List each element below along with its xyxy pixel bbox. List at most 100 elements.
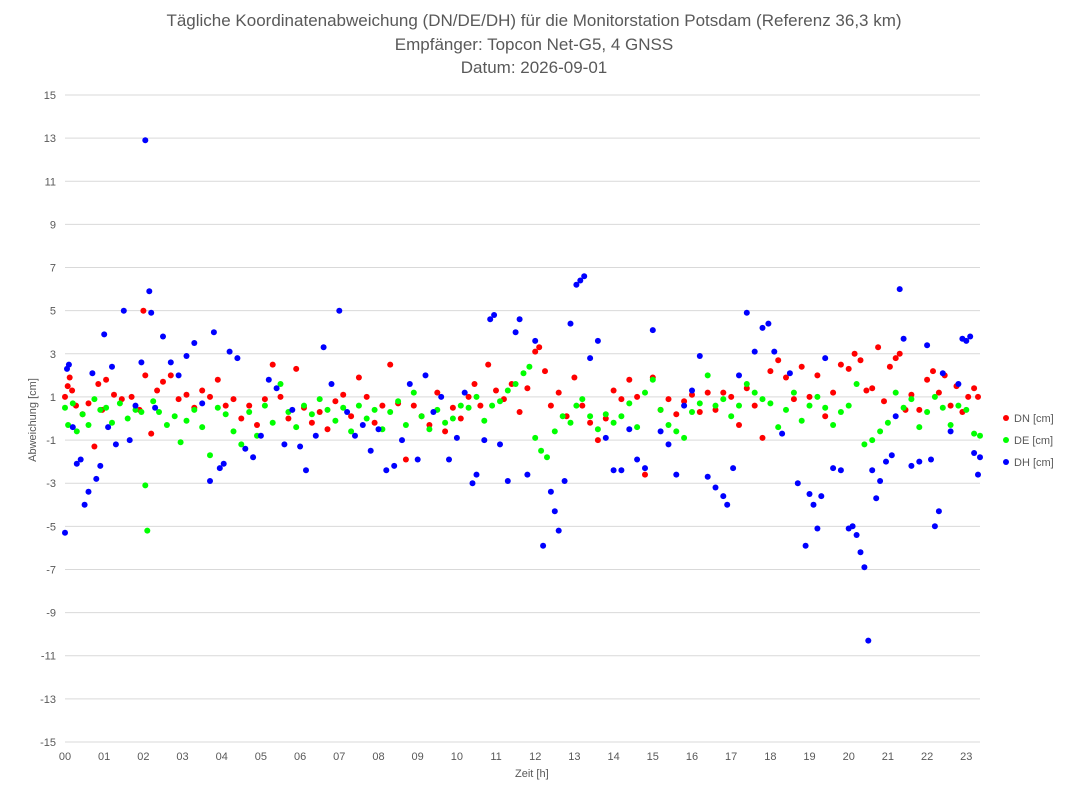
point-de — [759, 396, 766, 403]
point-dn — [222, 402, 229, 409]
point-de — [634, 424, 641, 431]
point-dn — [845, 365, 852, 372]
point-dn — [610, 387, 617, 394]
point-dn — [175, 396, 182, 403]
point-dh — [453, 434, 460, 441]
point-dn — [167, 372, 174, 379]
point-dh — [97, 462, 104, 469]
point-dh — [892, 413, 899, 420]
point-de — [657, 406, 664, 413]
point-dn — [95, 381, 102, 387]
point-de — [473, 393, 480, 400]
point-dh — [947, 428, 954, 435]
point-de — [395, 398, 402, 405]
point-dh — [724, 501, 731, 508]
point-dn — [207, 393, 213, 400]
point-dh — [908, 462, 915, 469]
point-dh — [226, 348, 233, 355]
point-dh — [916, 458, 923, 465]
point-dh — [939, 370, 946, 377]
point-de — [798, 417, 805, 424]
point-dn — [822, 413, 829, 420]
point-de — [504, 387, 511, 394]
gridlines — [65, 94, 980, 743]
point-dn — [851, 350, 858, 357]
point-dn — [471, 381, 478, 387]
point-de — [497, 398, 503, 405]
point-dh — [634, 456, 641, 463]
point-de — [567, 419, 574, 426]
point-dh — [806, 491, 813, 497]
point-de — [587, 413, 594, 420]
point-dh — [297, 443, 304, 450]
point-de — [109, 419, 115, 426]
point-dh — [142, 137, 149, 144]
point-dn — [775, 357, 782, 364]
point-dn — [379, 402, 386, 409]
y-tick-label: -3 — [46, 478, 56, 490]
point-de — [728, 413, 735, 420]
point-de — [916, 424, 923, 431]
point-dn — [532, 348, 539, 355]
point-dn — [340, 391, 347, 398]
point-dn — [602, 415, 609, 422]
point-de — [65, 422, 72, 428]
point-de — [293, 424, 300, 431]
point-dh — [853, 532, 860, 538]
point-de — [602, 411, 609, 418]
point-dh — [167, 359, 174, 366]
point-dn — [426, 422, 433, 428]
point-de — [963, 406, 970, 413]
point-dh — [414, 456, 421, 463]
point-dh — [497, 441, 503, 448]
point-dh — [704, 473, 711, 480]
point-dh — [869, 467, 876, 474]
point-dn — [881, 398, 887, 405]
point-dn — [449, 404, 456, 411]
point-dh — [547, 488, 554, 495]
point-de — [559, 413, 566, 420]
point-dh — [216, 465, 223, 472]
point-dn — [91, 443, 98, 450]
point-de — [579, 396, 586, 403]
point-de — [124, 415, 131, 422]
point-de — [689, 409, 695, 415]
point-dn — [759, 434, 766, 441]
chart-title: Tägliche Koordinatenabweichung (DN/DE/DH… — [166, 11, 902, 30]
point-de — [775, 424, 782, 431]
point-de — [751, 389, 758, 396]
point-dh — [191, 340, 198, 346]
point-dh — [336, 307, 343, 314]
point-dn — [536, 344, 543, 351]
point-dh — [312, 432, 319, 439]
point-dn — [814, 372, 821, 379]
point-dn — [348, 413, 355, 420]
point-de — [442, 419, 449, 426]
point-dn — [830, 389, 837, 396]
point-dn — [66, 374, 73, 381]
point-dh — [577, 277, 584, 284]
point-dh — [642, 465, 648, 472]
point-dn — [154, 387, 161, 394]
point-dn — [696, 409, 703, 415]
point-dh — [391, 462, 398, 469]
point-dn — [493, 387, 499, 394]
point-dh — [512, 329, 519, 336]
y-tick-label: -9 — [46, 608, 56, 620]
x-tick-label: 00 — [59, 751, 71, 763]
point-dh — [587, 355, 594, 362]
point-de — [144, 527, 151, 534]
point-dh — [109, 363, 115, 370]
point-dh — [649, 327, 656, 334]
x-tick-label: 07 — [333, 751, 345, 763]
point-de — [316, 396, 323, 403]
point-dn — [594, 437, 601, 444]
point-de — [767, 400, 774, 407]
point-dh — [873, 495, 880, 502]
point-dh — [132, 402, 139, 409]
point-de — [845, 402, 852, 409]
point-dh — [438, 393, 445, 400]
point-de — [324, 406, 331, 413]
x-tick-label: 18 — [764, 751, 776, 763]
